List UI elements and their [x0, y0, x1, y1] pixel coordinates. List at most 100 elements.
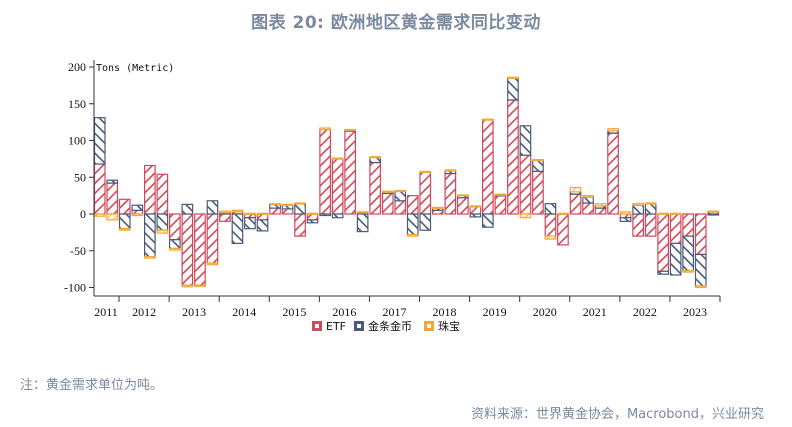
- y-tick-label: 0: [80, 207, 86, 221]
- jewelry-bar: [219, 210, 231, 214]
- jewelry-bar: [294, 202, 306, 205]
- jewelry-bar: [244, 212, 256, 215]
- jewelry-bar: [444, 169, 457, 172]
- jewelry-bar: [682, 270, 695, 273]
- jewelry-bar: [494, 193, 507, 196]
- etf-bar: [469, 206, 482, 215]
- jewelry-bar: [607, 128, 619, 132]
- bar-coin-bar: [519, 125, 532, 156]
- bar-coin-bar: [644, 203, 657, 215]
- etf-bar: [507, 99, 519, 215]
- bar-coin-bar: [106, 179, 119, 184]
- y-tick-label: 100: [68, 134, 86, 148]
- etf-bar: [544, 213, 557, 237]
- etf-bar: [669, 213, 682, 244]
- bar-coin-bar: [682, 235, 695, 272]
- bar-coin-bar: [319, 213, 331, 217]
- etf-bar: [406, 195, 419, 215]
- etf-bar: [519, 154, 532, 215]
- jewelry-bar: [356, 211, 369, 214]
- x-tick-label: 2013: [182, 305, 206, 319]
- y-tick-label: 50: [74, 170, 86, 184]
- etf-bar: [632, 213, 645, 237]
- jewelry-bar: [131, 213, 144, 217]
- etf-bar: [569, 193, 582, 215]
- jewelry-bar: [469, 205, 482, 208]
- y-axis-unit-label: Tons (Metric): [96, 63, 174, 74]
- etf-bar: [344, 130, 356, 215]
- etf-bar: [582, 202, 594, 215]
- x-tick-label: 2019: [483, 305, 507, 319]
- legend-label: 金条金币: [368, 319, 412, 333]
- jewelry-bar: [419, 170, 432, 173]
- legend-jewelry: 珠宝: [424, 319, 460, 333]
- y-tick-label: -100: [64, 281, 86, 295]
- x-tick-label: 2017: [382, 305, 406, 319]
- jewelry-bar: [594, 203, 607, 207]
- x-tick-label: 2022: [633, 305, 657, 319]
- legend-swatch-inner: [315, 324, 319, 328]
- jewelry-bar: [532, 159, 544, 162]
- jewelry-bar: [169, 247, 181, 251]
- jewelry-bar: [156, 229, 169, 234]
- bar-coin-bar: [406, 213, 419, 236]
- bar-coin-bar: [356, 213, 369, 233]
- jewelry-bar: [118, 228, 131, 231]
- x-tick-label: 2020: [533, 305, 557, 319]
- jewelry-bar: [231, 209, 244, 213]
- legend-etf: ETF: [312, 320, 346, 333]
- etf-bar: [281, 208, 294, 215]
- etf-bar: [594, 207, 607, 215]
- jewelry-bar: [331, 157, 344, 160]
- bar-coin-bar: [657, 270, 670, 275]
- bar-coin-bar: [707, 213, 720, 216]
- jewelry-bar: [369, 156, 381, 159]
- jewelry-bar: [281, 203, 294, 206]
- etf-bar: [269, 207, 281, 215]
- jewelry-bar: [256, 212, 269, 215]
- etf-bar: [219, 213, 231, 222]
- jewelry-bar: [394, 189, 407, 193]
- jewelry-bar: [381, 190, 394, 193]
- bar-series-group: [93, 76, 720, 289]
- jewelry-bar: [644, 202, 657, 205]
- etf-bar: [93, 163, 106, 215]
- etf-bar: [181, 213, 194, 286]
- bar-coin-bar: [294, 203, 306, 215]
- etf-bar: [156, 173, 169, 215]
- etf-bar: [394, 200, 407, 215]
- jewelry-bar: [569, 186, 582, 193]
- jewelry-bar: [269, 203, 281, 206]
- jewelry-bar: [406, 234, 419, 237]
- etf-bar: [194, 213, 206, 286]
- jewelry-bar: [344, 128, 356, 132]
- stacked-bar-chart: 200 150 100 50 0 -50 -100 Tons (Metric) 2011 2012…: [64, 60, 721, 333]
- jewelry-bar: [544, 235, 557, 240]
- x-tick-label: 2015: [282, 305, 306, 319]
- bar-coin-bar: [306, 219, 319, 224]
- etf-bar: [206, 213, 219, 264]
- jewelry-bar: [431, 206, 444, 209]
- etf-bar: [644, 213, 657, 237]
- x-tick-label: 2023: [683, 305, 707, 319]
- etf-bar: [144, 164, 156, 215]
- bar-coin-bar: [156, 213, 169, 231]
- x-tick-label: 2016: [332, 305, 356, 319]
- etf-bar: [482, 119, 494, 215]
- bar-coin-bar: [331, 213, 344, 219]
- etf-bar: [694, 213, 707, 256]
- etf-bar: [169, 213, 181, 241]
- etf-bar: [118, 198, 131, 215]
- bar-coin-bar: [181, 203, 194, 215]
- etf-bar: [106, 182, 119, 215]
- etf-bar: [657, 213, 670, 272]
- y-tick-label: 150: [68, 97, 86, 111]
- bar-coin-bar: [669, 242, 682, 276]
- footnote: 注：黄金需求单位为吨。: [20, 378, 164, 393]
- bar-coin-bar: [93, 117, 106, 165]
- etf-bar: [319, 128, 331, 215]
- x-tick-label: 2011: [94, 305, 118, 319]
- bar-coin-bar: [244, 217, 256, 230]
- legend-swatch-inner: [427, 324, 431, 328]
- bar-coin-bar: [632, 204, 645, 215]
